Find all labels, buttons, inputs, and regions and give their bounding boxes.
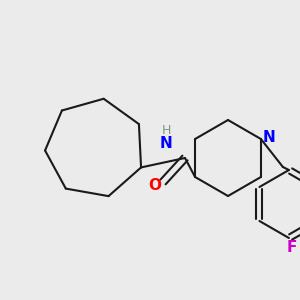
Text: F: F	[287, 239, 297, 254]
Text: N: N	[160, 136, 172, 152]
Text: O: O	[148, 178, 161, 193]
Text: H: H	[161, 124, 171, 137]
Text: N: N	[262, 130, 275, 145]
